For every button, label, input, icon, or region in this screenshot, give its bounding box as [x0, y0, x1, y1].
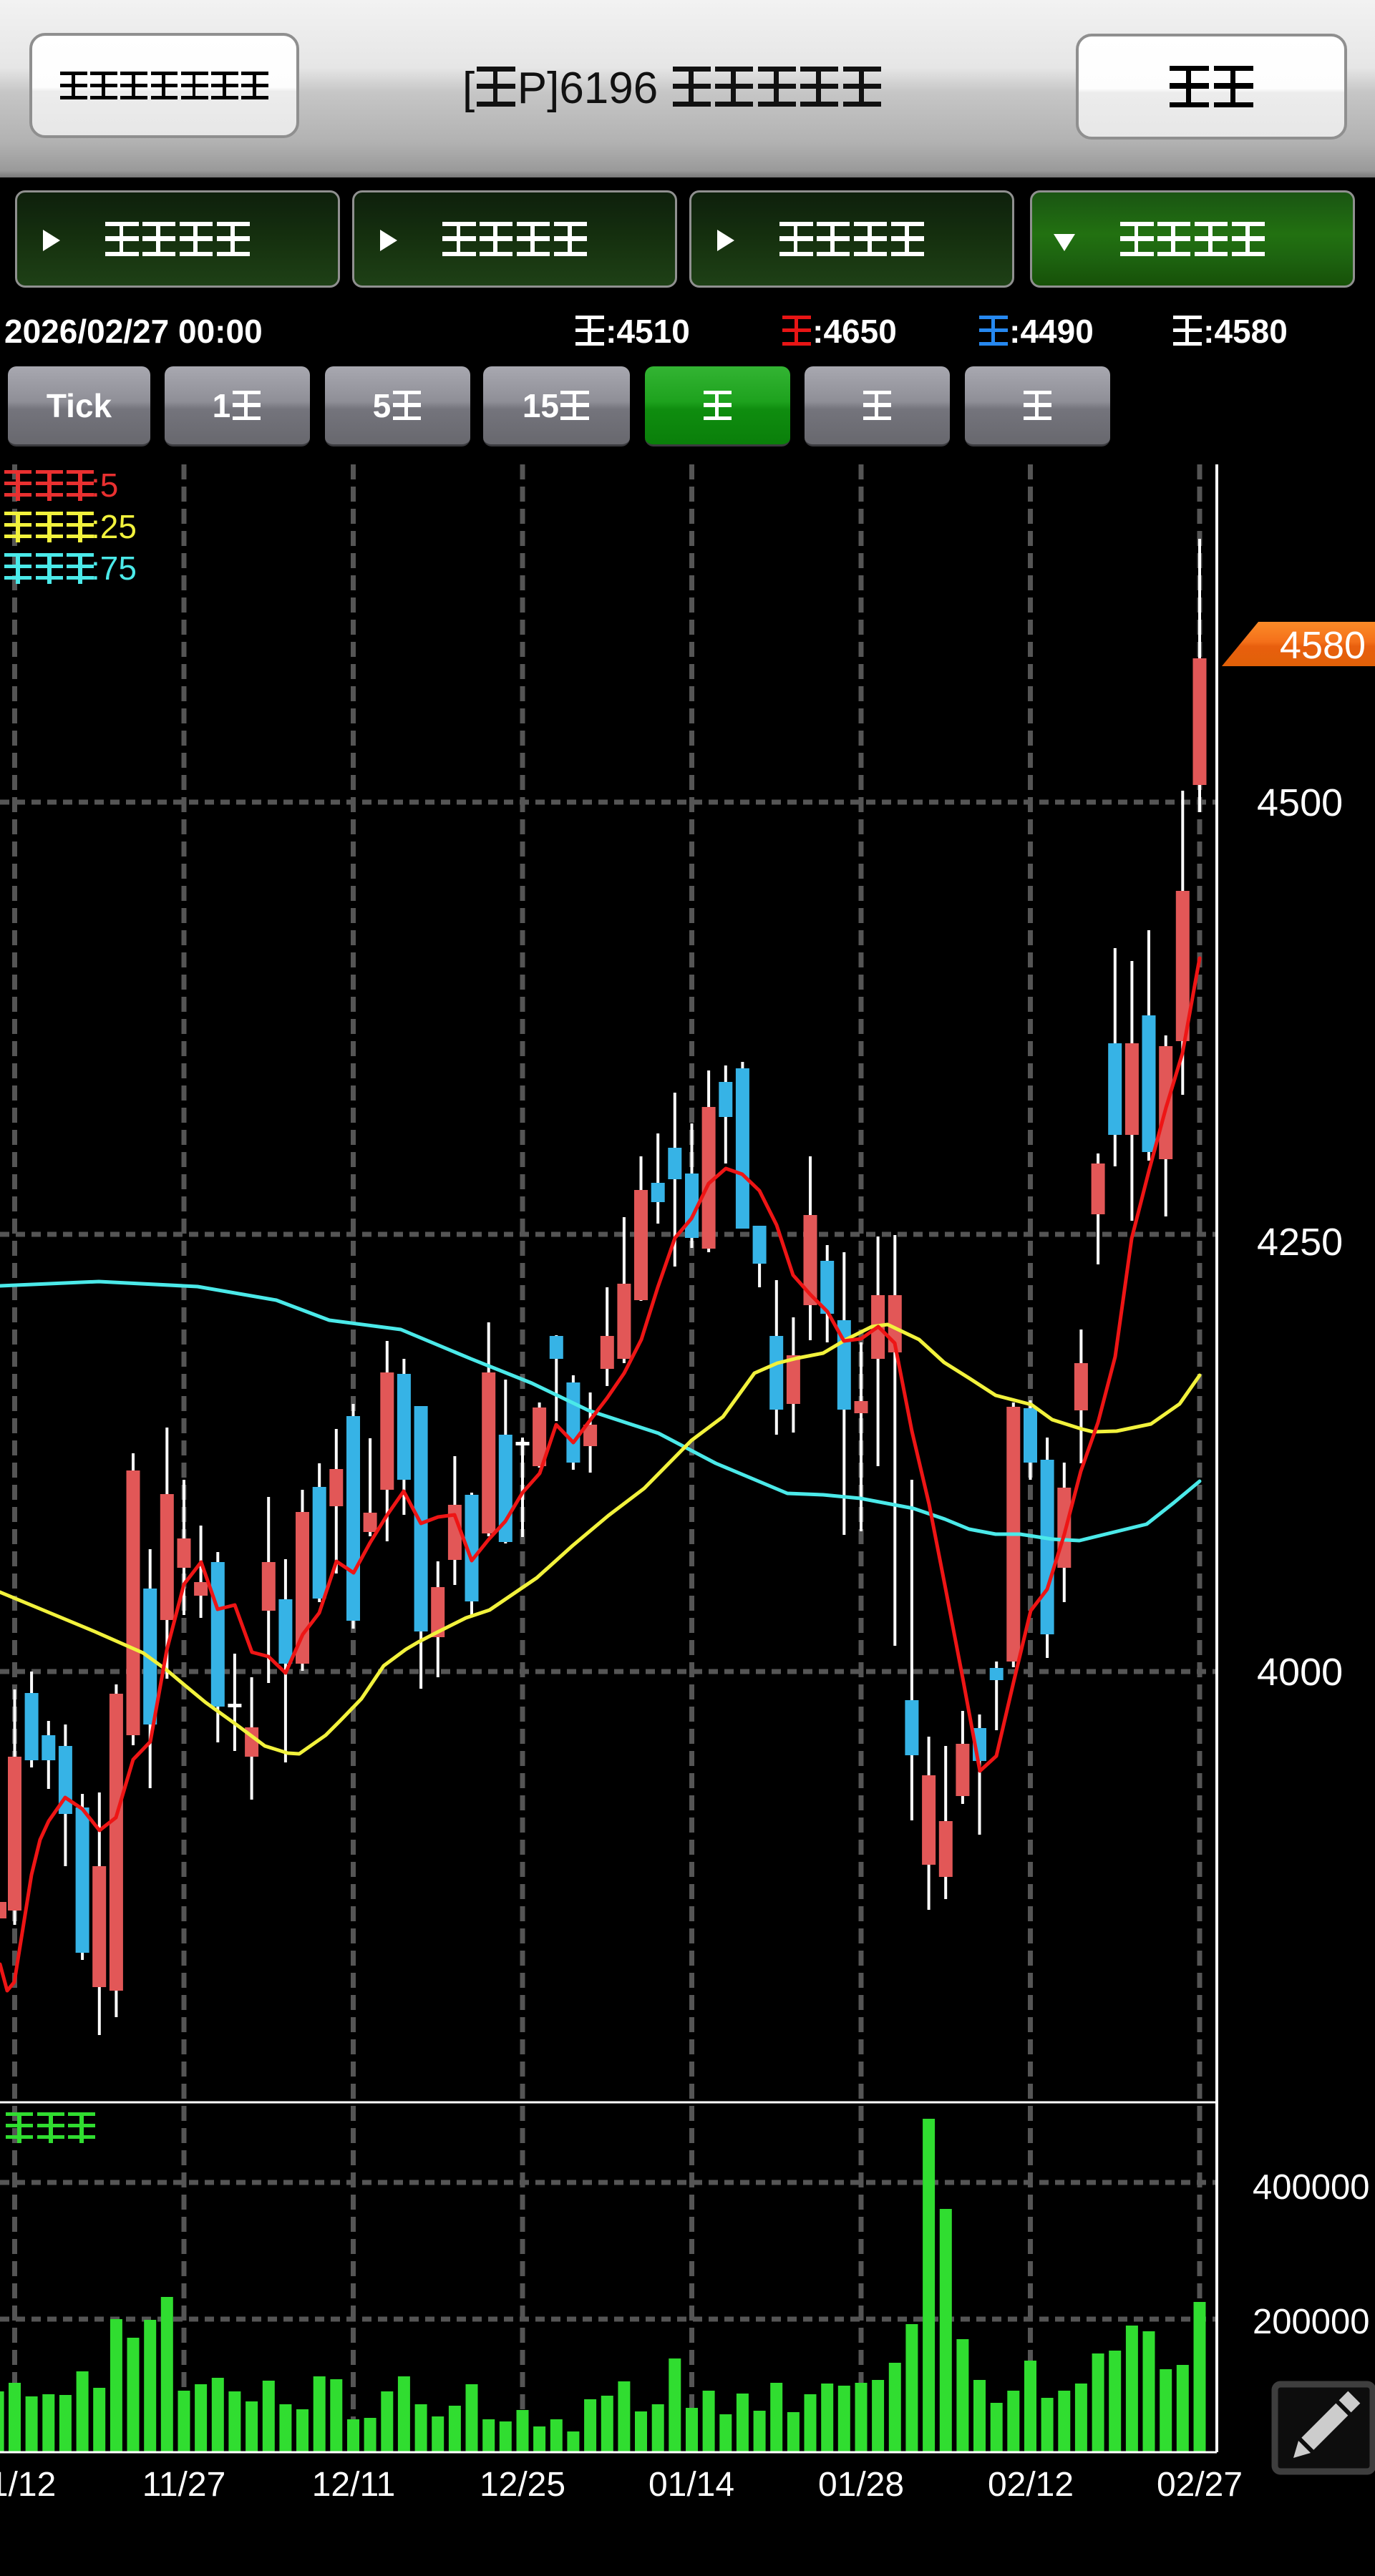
svg-text:4250: 4250	[1257, 1221, 1343, 1264]
svg-text:01/14: 01/14	[648, 2466, 734, 2504]
svg-text:4500: 4500	[1257, 781, 1343, 824]
svg-text:4000: 4000	[1257, 1651, 1343, 1694]
svg-text:02/12: 02/12	[988, 2466, 1074, 2504]
svg-text:11/27: 11/27	[142, 2466, 226, 2504]
svg-text::25: :25	[91, 508, 137, 545]
svg-text:200000: 200000	[1253, 2303, 1370, 2341]
svg-text:4580: 4580	[1280, 624, 1366, 667]
svg-text:12/11: 12/11	[312, 2466, 396, 2504]
svg-text:11/12: 11/12	[0, 2466, 56, 2504]
svg-text:12/25: 12/25	[480, 2466, 565, 2504]
svg-text:400000: 400000	[1253, 2168, 1370, 2207]
svg-text::75: :75	[91, 550, 137, 587]
svg-text:01/28: 01/28	[818, 2466, 904, 2504]
svg-text::5: :5	[91, 467, 118, 504]
svg-text:02/27: 02/27	[1157, 2466, 1243, 2504]
